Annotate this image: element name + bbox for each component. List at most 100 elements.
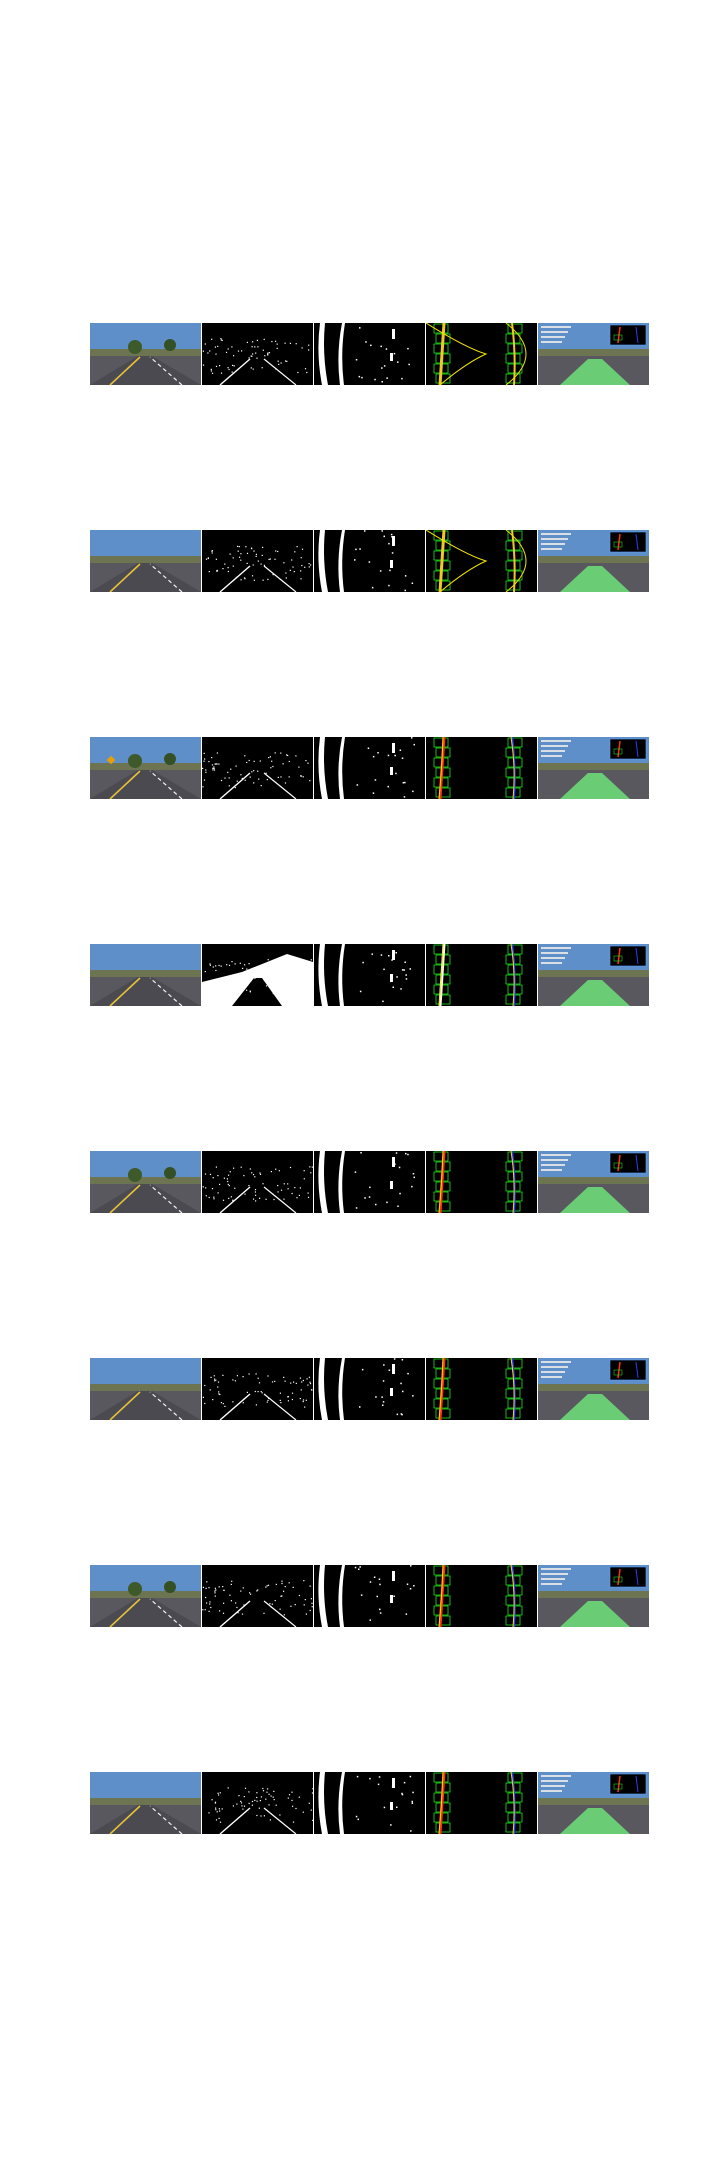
noise-pixel <box>228 1175 229 1176</box>
noise-pixel <box>271 1796 272 1797</box>
noise-pixel <box>397 1206 399 1208</box>
noise-pixel <box>300 578 301 579</box>
noise-pixel <box>212 1799 213 1800</box>
noise-pixel <box>291 559 292 560</box>
noise-pixel <box>217 1811 218 1812</box>
noise-pixel <box>374 1577 376 1579</box>
sliding-window-fit <box>426 323 537 385</box>
noise-pixel <box>256 1792 257 1793</box>
noise-pixel <box>219 1610 220 1611</box>
noise-pixel <box>370 1581 372 1583</box>
noise-pixel <box>221 373 222 374</box>
noise-pixel <box>245 546 246 547</box>
noise-pixel <box>233 1168 234 1169</box>
noise-pixel <box>227 992 228 993</box>
background <box>202 530 313 592</box>
birdseye-binary-image-panel <box>314 737 425 799</box>
noise-pixel <box>211 339 212 340</box>
noise-pixel <box>244 964 245 965</box>
noise-pixel <box>274 559 275 560</box>
noise-pixel <box>269 352 270 353</box>
noise-pixel <box>204 1403 205 1404</box>
original-road-image-panel <box>90 1565 201 1627</box>
noise-pixel <box>285 1381 286 1382</box>
noise-pixel <box>209 963 210 964</box>
background <box>202 1772 313 1834</box>
hills <box>90 349 201 357</box>
noise-pixel <box>223 1200 224 1201</box>
noise-pixel <box>396 1152 398 1154</box>
noise-pixel <box>301 557 302 558</box>
noise-pixel <box>381 367 383 369</box>
noise-pixel <box>243 1175 244 1176</box>
info-text-line <box>541 1785 565 1787</box>
noise-pixel <box>412 1395 414 1397</box>
noise-pixel <box>310 1172 311 1173</box>
original-road-image <box>90 1358 201 1420</box>
noise-pixel <box>288 1188 289 1189</box>
noise-pixel <box>357 784 359 786</box>
lane-overlay-result-panel <box>538 323 649 385</box>
binary-threshold-image <box>202 1565 313 1627</box>
noise-pixel <box>285 782 286 783</box>
birdseye-binary-image <box>314 1358 425 1420</box>
info-text-line <box>541 326 571 328</box>
noise-pixel <box>215 1802 216 1803</box>
noise-pixel <box>214 768 215 769</box>
noise-pixel <box>218 1192 219 1193</box>
binary-threshold-image <box>202 737 313 799</box>
noise-pixel <box>403 782 405 784</box>
noise-pixel <box>224 987 225 988</box>
noise-pixel <box>205 1609 206 1610</box>
noise-pixel <box>226 964 227 965</box>
binary-threshold-image-panel <box>202 323 313 385</box>
noise-pixel <box>252 353 253 354</box>
noise-pixel <box>386 348 388 350</box>
birdseye-binary-image-panel <box>314 530 425 592</box>
noise-pixel <box>412 1792 414 1794</box>
noise-pixel <box>414 1177 416 1179</box>
noise-pixel <box>290 983 291 984</box>
noise-pixel <box>413 1173 415 1175</box>
noise-pixel <box>222 1586 223 1587</box>
lane-overlay-result-panel <box>538 530 649 592</box>
right-lane-dash <box>390 1388 393 1396</box>
noise-pixel <box>203 365 204 366</box>
noise-pixel <box>287 755 288 756</box>
noise-pixel <box>311 1603 312 1604</box>
noise-pixel <box>235 1602 236 1603</box>
tree <box>164 753 176 765</box>
noise-pixel <box>220 338 221 339</box>
noise-pixel <box>244 1796 245 1797</box>
birdseye-binary-image <box>314 1151 425 1213</box>
noise-pixel <box>307 1385 308 1386</box>
noise-pixel <box>410 1565 412 1567</box>
noise-pixel <box>362 962 364 964</box>
noise-pixel <box>214 1591 215 1592</box>
noise-pixel <box>375 779 377 781</box>
noise-pixel <box>252 341 253 342</box>
noise-pixel <box>288 1798 289 1799</box>
noise-pixel <box>382 1405 384 1407</box>
noise-pixel <box>290 1167 291 1168</box>
noise-pixel <box>216 559 217 560</box>
noise-pixel <box>214 769 215 770</box>
noise-pixel <box>246 969 247 970</box>
noise-pixel <box>301 565 302 566</box>
noise-pixel <box>259 1198 260 1199</box>
noise-pixel <box>361 1594 363 1596</box>
noise-pixel <box>246 762 247 763</box>
lane-overlay-result <box>538 737 649 799</box>
original-road-image <box>90 1151 201 1213</box>
noise-pixel <box>260 1174 261 1175</box>
noise-pixel <box>257 771 258 772</box>
noise-pixel <box>249 1592 250 1593</box>
noise-pixel <box>251 771 252 772</box>
info-text-line <box>541 1775 571 1777</box>
original-road-image-panel <box>90 1151 201 1213</box>
noise-pixel <box>212 1399 213 1400</box>
noise-pixel <box>281 1595 282 1596</box>
noise-pixel <box>384 365 386 367</box>
noise-pixel <box>253 564 254 565</box>
noise-pixel <box>231 1584 232 1585</box>
